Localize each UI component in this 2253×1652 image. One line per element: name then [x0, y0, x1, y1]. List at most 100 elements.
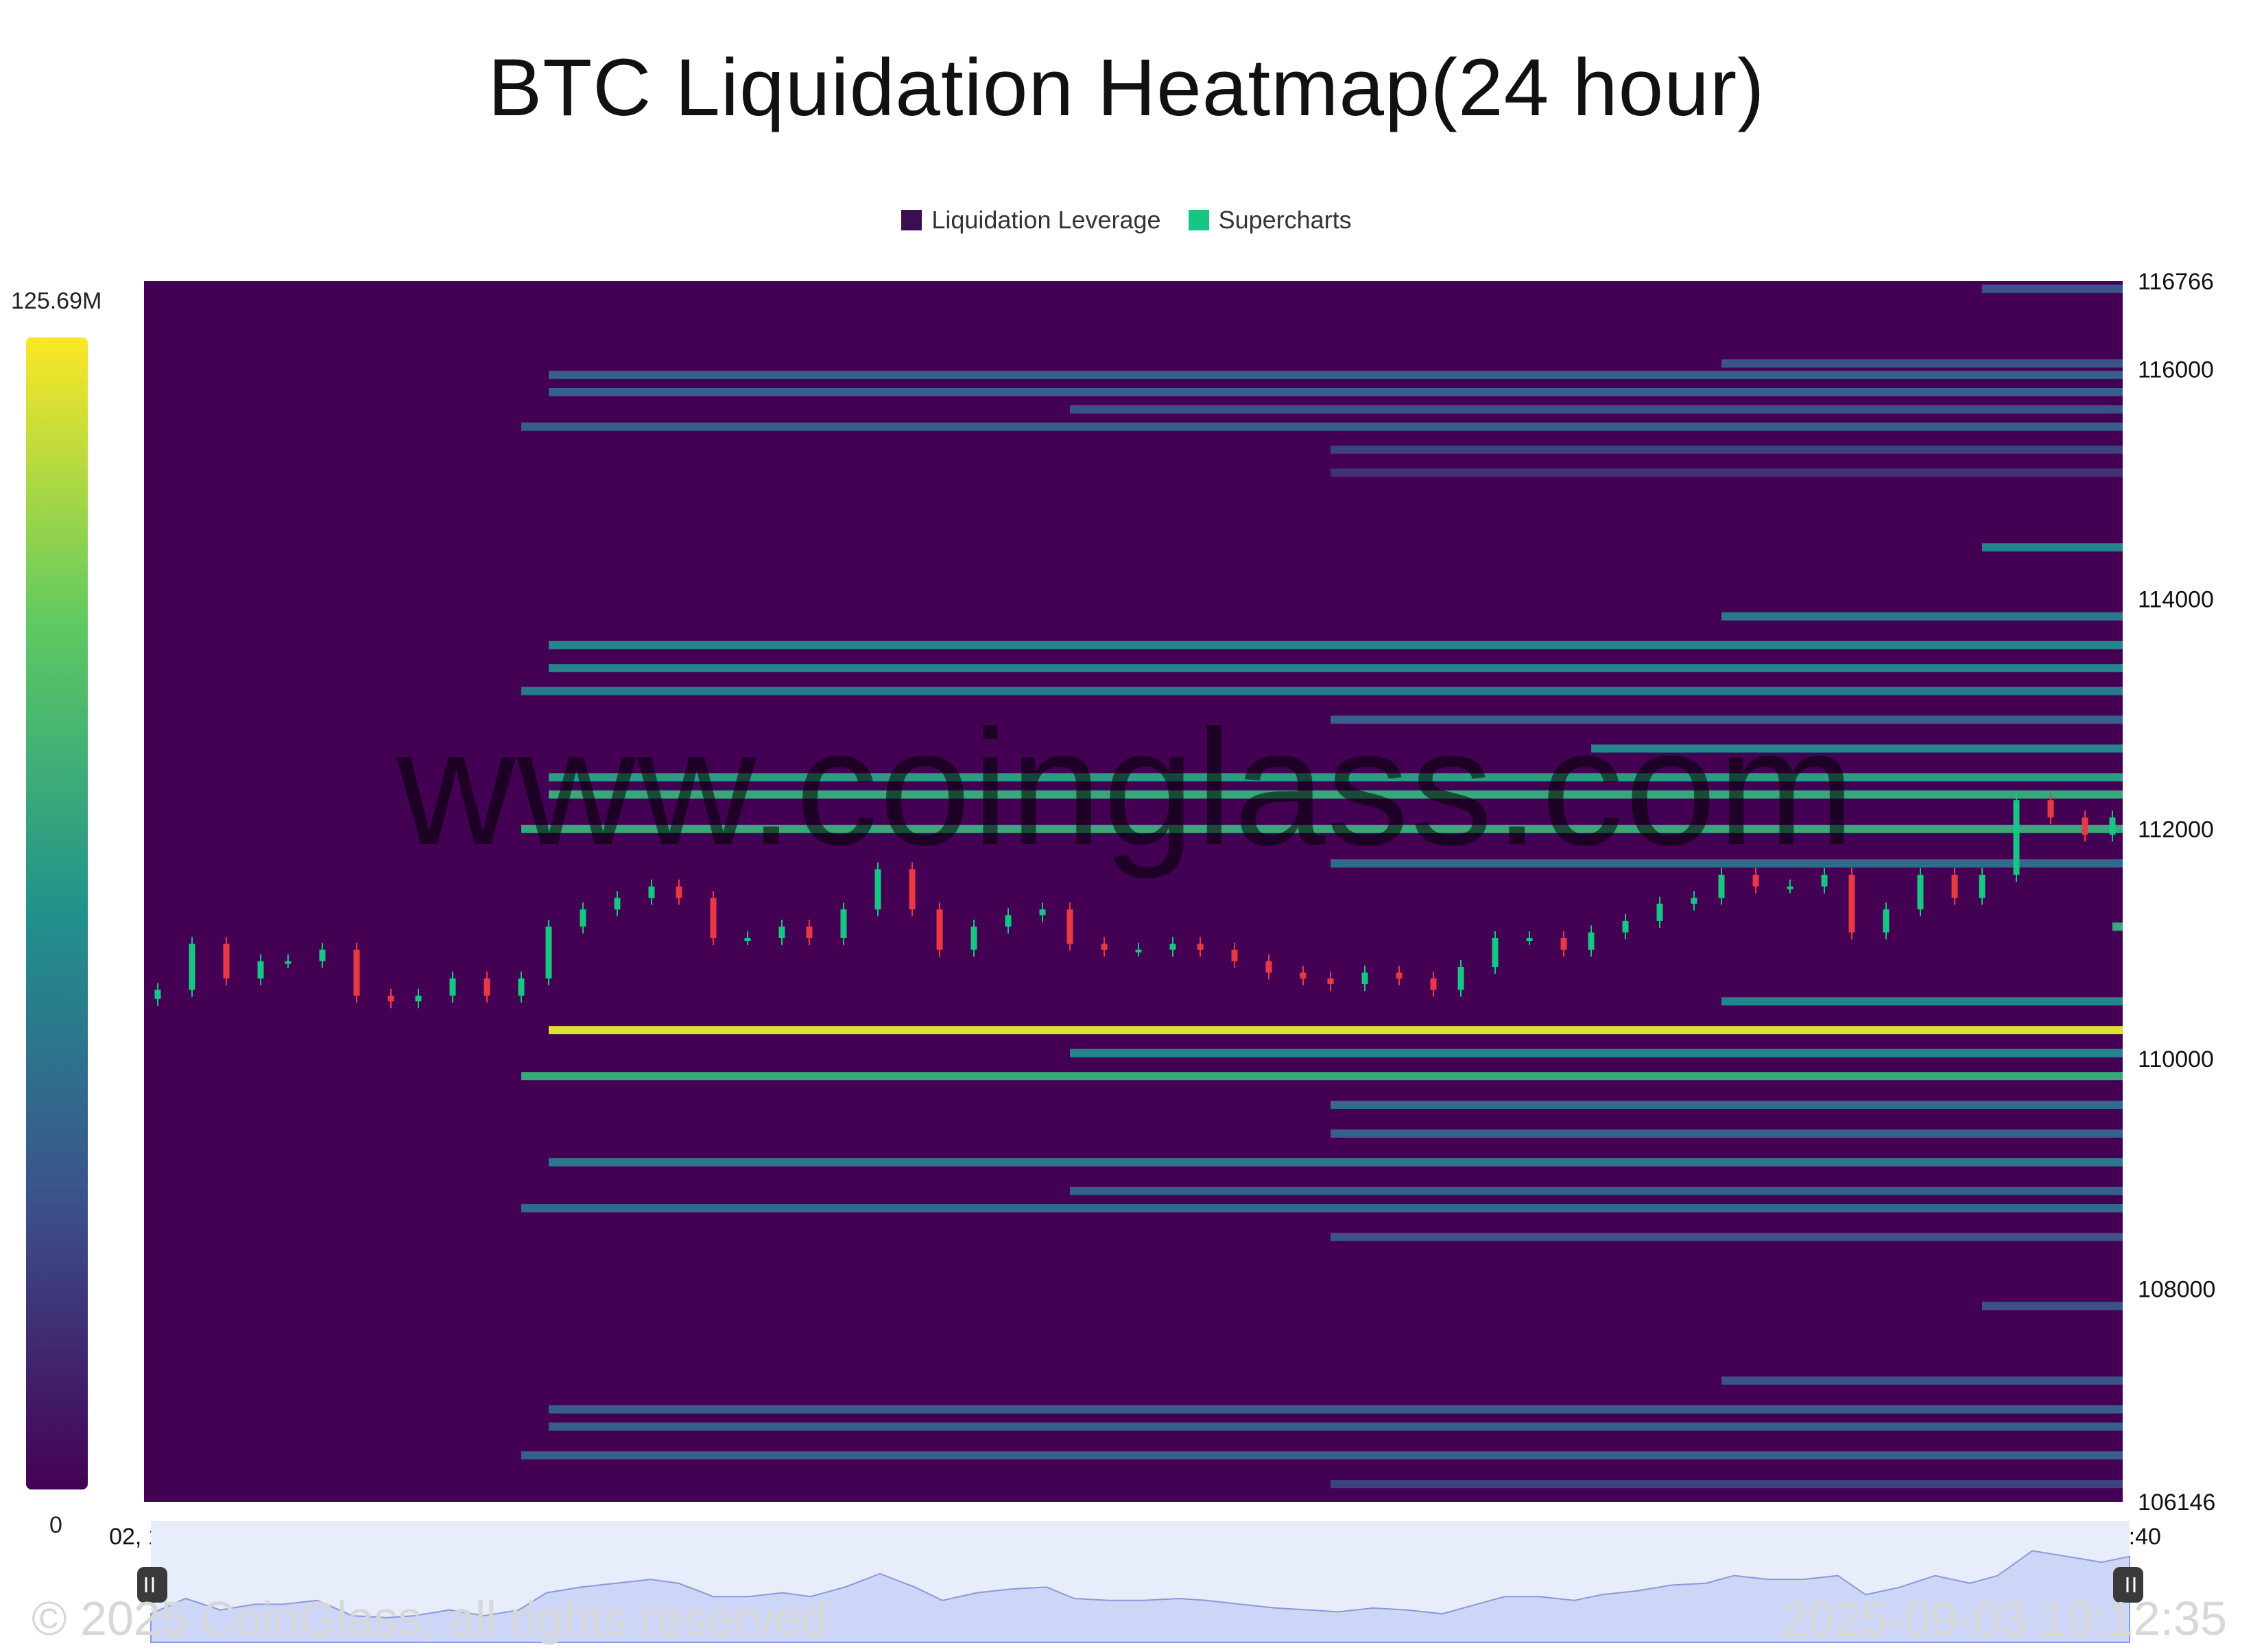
candle-body-34[interactable] [1265, 961, 1272, 973]
candle-body-19[interactable] [778, 926, 785, 939]
candle-body-52[interactable] [1848, 874, 1855, 933]
candle-body-24[interactable] [936, 909, 943, 950]
candle-body-29[interactable] [1101, 944, 1108, 950]
heatmap-band-3[interactable] [549, 387, 2123, 396]
heatmap-band-9[interactable] [1721, 612, 2123, 621]
heatmap-band-34[interactable] [521, 1451, 2123, 1460]
legend-item-supercharts[interactable]: Supercharts [1188, 206, 1352, 235]
candle-body-5[interactable] [319, 949, 326, 961]
heatmap-band-26[interactable] [549, 1158, 2123, 1166]
candle-body-45[interactable] [1622, 920, 1629, 933]
candle-body-46[interactable] [1656, 903, 1663, 921]
candle-body-49[interactable] [1752, 874, 1759, 887]
candle-body-47[interactable] [1691, 898, 1697, 904]
candle-body-22[interactable] [874, 869, 881, 910]
heatmap-band-19[interactable] [2112, 922, 2123, 931]
candle-body-6[interactable] [353, 949, 360, 996]
heatmap-band-18[interactable] [1331, 859, 2123, 868]
candle-body-60[interactable] [2109, 817, 2116, 835]
candle-body-28[interactable] [1066, 909, 1073, 944]
candle-body-50[interactable] [1787, 886, 1793, 889]
heatmap-band-21[interactable] [549, 1026, 2123, 1035]
heatmap-band-22[interactable] [1070, 1049, 2123, 1057]
candle-body-38[interactable] [1396, 972, 1403, 979]
heatmap-band-25[interactable] [1331, 1129, 2123, 1138]
candle-body-15[interactable] [648, 886, 655, 898]
candle-body-14[interactable] [614, 898, 621, 910]
candle-body-58[interactable] [2047, 800, 2054, 818]
candle-body-56[interactable] [1979, 874, 1986, 898]
candle-body-32[interactable] [1197, 944, 1204, 950]
heatmap-band-16[interactable] [549, 790, 2123, 799]
candle-body-35[interactable] [1300, 972, 1307, 979]
candle-body-31[interactable] [1169, 944, 1176, 950]
heatmap-band-31[interactable] [1721, 1376, 2123, 1385]
heatmap-band-23[interactable] [521, 1072, 2123, 1081]
candle-body-36[interactable] [1327, 978, 1334, 985]
candle-body-30[interactable] [1135, 949, 1142, 953]
candle-body-20[interactable] [806, 926, 813, 939]
candle-body-16[interactable] [676, 886, 682, 898]
heatmap-band-15[interactable] [549, 773, 2123, 782]
candle-body-21[interactable] [840, 909, 847, 939]
heatmap-band-33[interactable] [549, 1422, 2123, 1431]
candle-body-12[interactable] [545, 926, 552, 979]
candle-body-51[interactable] [1821, 874, 1828, 887]
candle-body-43[interactable] [1560, 938, 1567, 950]
heatmap-band-30[interactable] [1982, 1302, 2123, 1310]
heatmap-band-13[interactable] [1331, 715, 2123, 724]
heatmap-band-2[interactable] [549, 370, 2123, 379]
candle-body-53[interactable] [1883, 909, 1890, 933]
heatmap-band-6[interactable] [1331, 445, 2123, 454]
heatmap-band-27[interactable] [1070, 1186, 2123, 1195]
heatmap-band-8[interactable] [1982, 543, 2123, 552]
candle-body-17[interactable] [710, 898, 717, 939]
candle-body-37[interactable] [1361, 972, 1368, 985]
candle-body-44[interactable] [1588, 932, 1595, 950]
heatmap-band-17[interactable] [521, 824, 2123, 833]
candle-body-48[interactable] [1718, 874, 1725, 898]
heatmap-band-10[interactable] [549, 641, 2123, 649]
heatmap-band-1[interactable] [1721, 359, 2123, 368]
candle-body-54[interactable] [1917, 874, 1924, 910]
candle-body-18[interactable] [744, 938, 751, 942]
candle-body-0[interactable] [154, 990, 161, 999]
candle-body-55[interactable] [1951, 874, 1958, 898]
candle-body-11[interactable] [518, 978, 525, 996]
candle-body-10[interactable] [484, 978, 490, 996]
candle-body-8[interactable] [415, 995, 422, 1002]
heatmap-band-5[interactable] [521, 422, 2123, 431]
candle-body-57[interactable] [2013, 800, 2020, 875]
candle-body-4[interactable] [285, 961, 291, 964]
candle-body-59[interactable] [2082, 817, 2088, 835]
heatmap-band-24[interactable] [1331, 1101, 2123, 1110]
candle-body-25[interactable] [970, 926, 977, 950]
candle-body-40[interactable] [1457, 966, 1464, 990]
heatmap-band-11[interactable] [549, 664, 2123, 673]
candle-body-41[interactable] [1492, 938, 1499, 967]
candle-body-2[interactable] [223, 944, 230, 979]
candle-body-3[interactable] [257, 961, 264, 979]
candle-body-9[interactable] [449, 978, 456, 996]
candle-body-33[interactable] [1231, 949, 1238, 961]
legend-item-liquidation-leverage[interactable]: Liquidation Leverage [901, 206, 1161, 235]
candle-body-13[interactable] [580, 909, 586, 927]
heatmap-band-4[interactable] [1070, 405, 2123, 414]
candle-body-26[interactable] [1005, 915, 1012, 927]
candle-body-39[interactable] [1430, 978, 1437, 990]
candle-body-23[interactable] [909, 869, 916, 910]
heatmap-band-20[interactable] [1721, 997, 2123, 1006]
heatmap-band-14[interactable] [1591, 744, 2123, 753]
candle-body-42[interactable] [1526, 938, 1533, 942]
heatmap-band-35[interactable] [1331, 1480, 2123, 1489]
candle-body-27[interactable] [1039, 909, 1046, 915]
heatmap-band-12[interactable] [521, 686, 2123, 695]
heatmap-band-7[interactable] [1331, 468, 2123, 477]
candle-body-7[interactable] [388, 995, 394, 1002]
heatmap-band-28[interactable] [521, 1204, 2123, 1212]
candle-body-1[interactable] [189, 944, 195, 990]
heatmap-band-29[interactable] [1331, 1232, 2123, 1241]
heatmap-band-0[interactable] [1982, 285, 2123, 294]
heatmap-band-32[interactable] [549, 1405, 2123, 1414]
